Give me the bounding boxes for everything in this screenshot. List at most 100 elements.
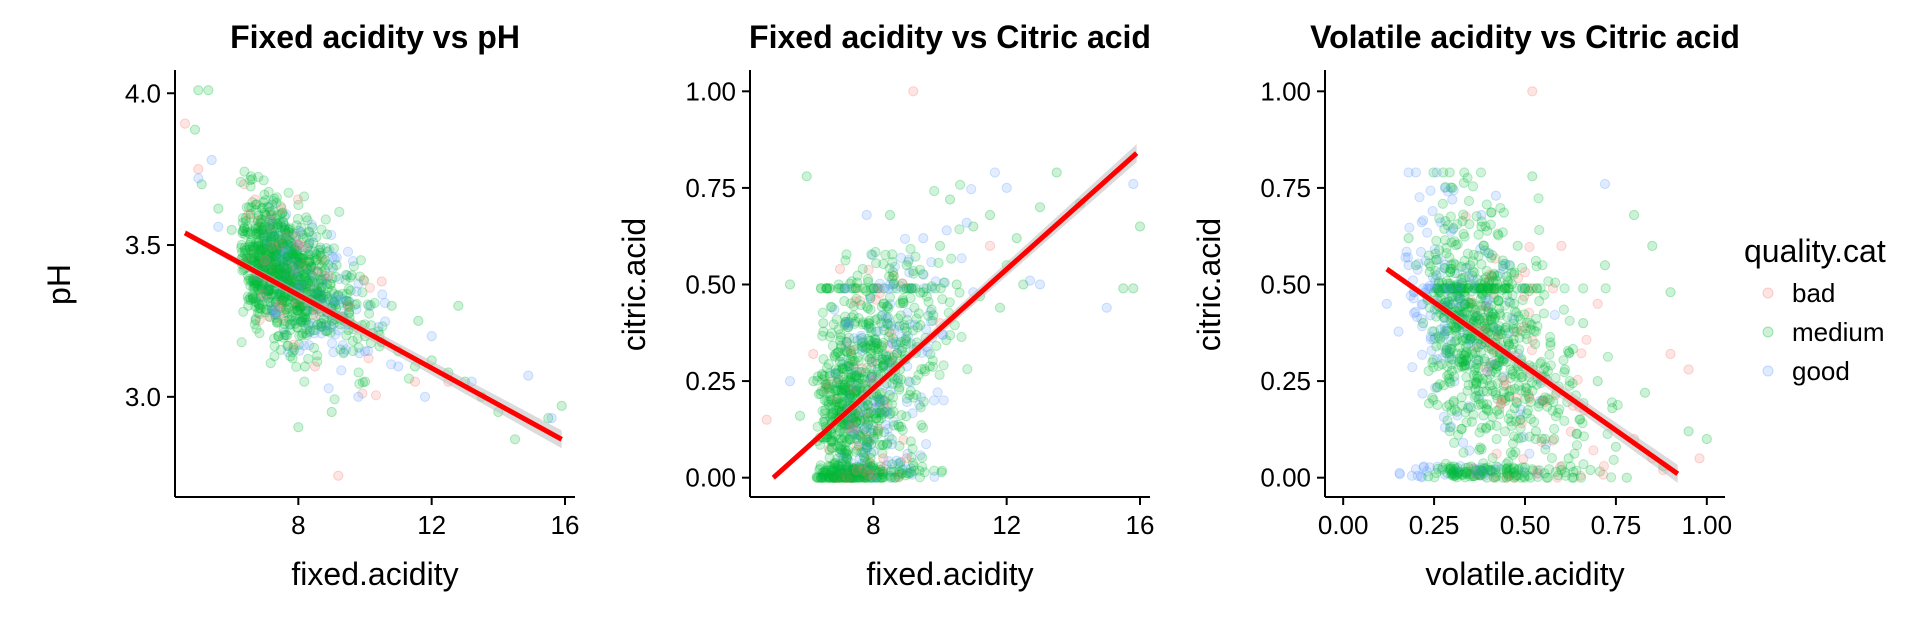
data-point-medium [364,308,375,319]
data-point-medium [287,272,298,283]
data-point-medium [345,285,356,296]
data-point-medium [868,337,879,348]
data-point-good [1418,215,1429,226]
data-point-medium [253,247,264,258]
data-point-good [307,231,318,242]
data-point-medium [556,400,567,411]
data-point-medium [1574,414,1585,425]
data-point-medium [273,231,284,242]
data-point-medium [304,238,315,249]
data-point-medium [237,247,248,258]
data-point-medium [271,262,282,273]
data-point-medium [290,318,301,329]
data-point-good [321,273,332,284]
data-point-bad [1547,283,1559,294]
data-point-medium [1490,387,1502,398]
data-point-medium [297,229,308,240]
data-point-medium [326,406,337,418]
data-point-medium [1473,362,1484,374]
data-point-medium [282,251,293,262]
data-point-good [1443,283,1454,294]
legend: quality.cat bad medium good [1744,233,1886,386]
data-point-good [318,291,329,302]
data-point-bad [319,270,330,281]
data-point-good [291,258,302,269]
legend-key-good [1762,365,1774,377]
data-point-medium [297,252,308,263]
data-point-medium [247,293,258,304]
data-point-good [329,253,340,265]
data-point-medium [243,300,254,311]
data-point-good [324,245,335,256]
data-point-medium [308,342,320,353]
data-point-medium [1433,463,1444,474]
data-point-medium [1567,472,1578,483]
data-point-bad [850,296,861,307]
data-point-medium [304,256,315,267]
x-axis-title: volatile.acidity [1425,556,1624,592]
data-point-medium [337,288,348,299]
data-point-good [332,325,344,336]
data-point-medium [1443,373,1455,384]
x-tick-label: 16 [551,510,580,540]
data-point-medium [343,284,354,295]
data-point-medium [286,246,297,258]
data-point-medium [1578,431,1590,442]
data-point-medium [1558,304,1570,315]
data-point-medium [871,413,882,424]
data-point-medium [893,472,904,483]
data-point-medium [815,460,826,471]
data-point-medium [844,472,856,483]
data-point-medium [263,293,274,304]
data-point-medium [840,255,851,266]
data-point-medium [833,324,844,335]
data-point-bad [1694,453,1705,464]
data-point-bad [901,453,912,464]
data-point-medium [312,350,323,361]
data-point-medium [286,275,297,286]
data-point-medium [1444,167,1455,178]
data-point-good [841,283,852,294]
data-point-medium [1487,311,1498,323]
data-point-medium [259,207,270,218]
data-point-medium [1530,326,1542,337]
data-point-bad [984,240,996,251]
data-point-medium [1519,309,1530,320]
data-point-medium [250,241,261,252]
data-point-medium [279,225,291,236]
data-point-medium [279,220,291,231]
data-point-medium [311,287,322,299]
data-point-medium [1530,426,1542,437]
data-point-medium [273,331,284,342]
data-point-medium [260,307,271,318]
data-point-medium [316,266,327,277]
data-point-medium [274,260,286,271]
data-point-medium [1564,315,1575,326]
data-point-medium [283,187,294,198]
data-point-medium [334,206,345,217]
data-point-medium [256,214,268,225]
data-point-bad [1592,298,1603,309]
data-point-bad [1496,398,1507,409]
data-point-medium [1482,399,1493,410]
data-point-medium [245,212,256,223]
data-point-bad [1524,241,1535,253]
scatter-panel-2: Fixed acidity vs Citric acid 8 12 16 0.00 0.2… [616,19,1154,592]
data-point-medium [266,227,278,238]
points-layer [179,85,567,481]
data-point-bad [1665,348,1676,360]
data-point-medium [273,331,284,342]
data-point-medium [259,235,270,246]
data-point-good [255,292,267,303]
y-tick-label: 0.50 [685,270,736,300]
data-point-medium [349,299,361,310]
data-point-medium [1128,283,1139,294]
data-point-medium [246,253,257,264]
data-point-medium [917,452,928,463]
data-point-medium [254,328,265,339]
data-point-medium [1462,172,1473,183]
data-point-medium [1549,433,1560,445]
data-point-good [353,278,364,289]
data-point-medium [1544,349,1555,360]
data-point-bad [291,271,303,282]
